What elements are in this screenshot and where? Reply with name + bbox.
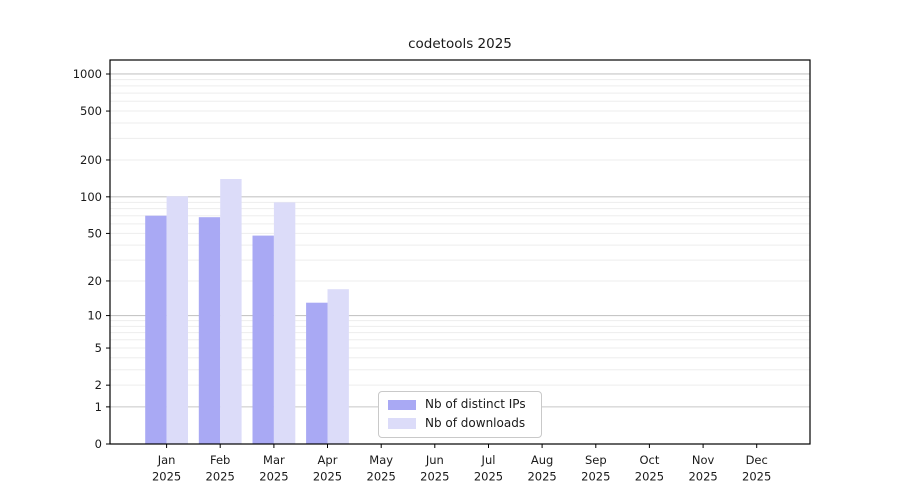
x-tick-label-month: Aug (531, 453, 553, 467)
x-tick-label-year: 2025 (581, 470, 610, 484)
bar-distinct-ips-mar (252, 235, 274, 444)
y-tick-label: 5 (95, 341, 102, 355)
plot-border (109, 59, 811, 445)
y-tick-label: 50 (87, 226, 102, 240)
legend-item-distinct-ips: Nb of distinct IPs (388, 397, 532, 412)
y-tick-label: 500 (80, 104, 102, 118)
legend-label-downloads: Nb of downloads (425, 415, 526, 430)
legend-swatch-downloads-icon (388, 418, 416, 429)
x-tick-label-month: Jan (157, 453, 176, 467)
x-tick-label-year: 2025 (527, 470, 556, 484)
x-tick-label-year: 2025 (420, 470, 449, 484)
bar-downloads-jan (166, 196, 188, 444)
legend-item-downloads: Nb of downloads (388, 415, 532, 431)
x-tick-label-year: 2025 (206, 470, 235, 484)
y-tick-label: 100 (80, 190, 102, 204)
x-tick-label-month: Feb (210, 453, 230, 467)
y-tick-label: 1000 (73, 67, 102, 81)
x-tick-label-month: Sep (585, 453, 607, 467)
x-tick-label-year: 2025 (635, 470, 664, 484)
y-tick-label: 10 (87, 309, 102, 323)
y-tick-label: 2 (95, 378, 102, 392)
x-tick-label-month: Dec (746, 453, 768, 467)
x-tick-label-year: 2025 (259, 470, 288, 484)
x-tick-label-month: Jul (481, 453, 496, 467)
y-tick-label: 1 (95, 400, 102, 414)
legend-label-distinct-ips: Nb of distinct IPs (425, 397, 526, 411)
bar-downloads-feb (220, 179, 242, 444)
x-tick-label-month: Mar (263, 453, 285, 467)
x-tick-label-month: May (369, 453, 393, 467)
x-tick-label-year: 2025 (313, 470, 342, 484)
x-tick-label-month: Nov (692, 453, 715, 467)
chart-title: codetools 2025 (408, 36, 512, 52)
bar-distinct-ips-jan (145, 215, 167, 444)
bar-distinct-ips-feb (198, 217, 221, 444)
bar-downloads-apr (327, 289, 349, 444)
y-tick-label: 0 (95, 437, 102, 451)
y-tick-label: 20 (87, 274, 102, 288)
x-tick-label-month: Jun (425, 453, 444, 467)
bar-distinct-ips-apr (306, 302, 328, 444)
x-tick-label-year: 2025 (688, 470, 717, 484)
x-tick-label-month: Apr (318, 453, 338, 467)
x-tick-label-month: Oct (639, 453, 659, 467)
x-tick-label-year: 2025 (742, 470, 771, 484)
y-tick-label: 200 (80, 153, 102, 167)
legend: Nb of distinct IPs Nb of downloads (378, 391, 542, 438)
legend-swatch-distinct-ips-icon (388, 399, 416, 411)
x-tick-label-year: 2025 (474, 470, 503, 484)
x-tick-label-year: 2025 (152, 470, 181, 484)
bar-downloads-mar (273, 202, 296, 444)
x-tick-label-year: 2025 (367, 470, 396, 484)
